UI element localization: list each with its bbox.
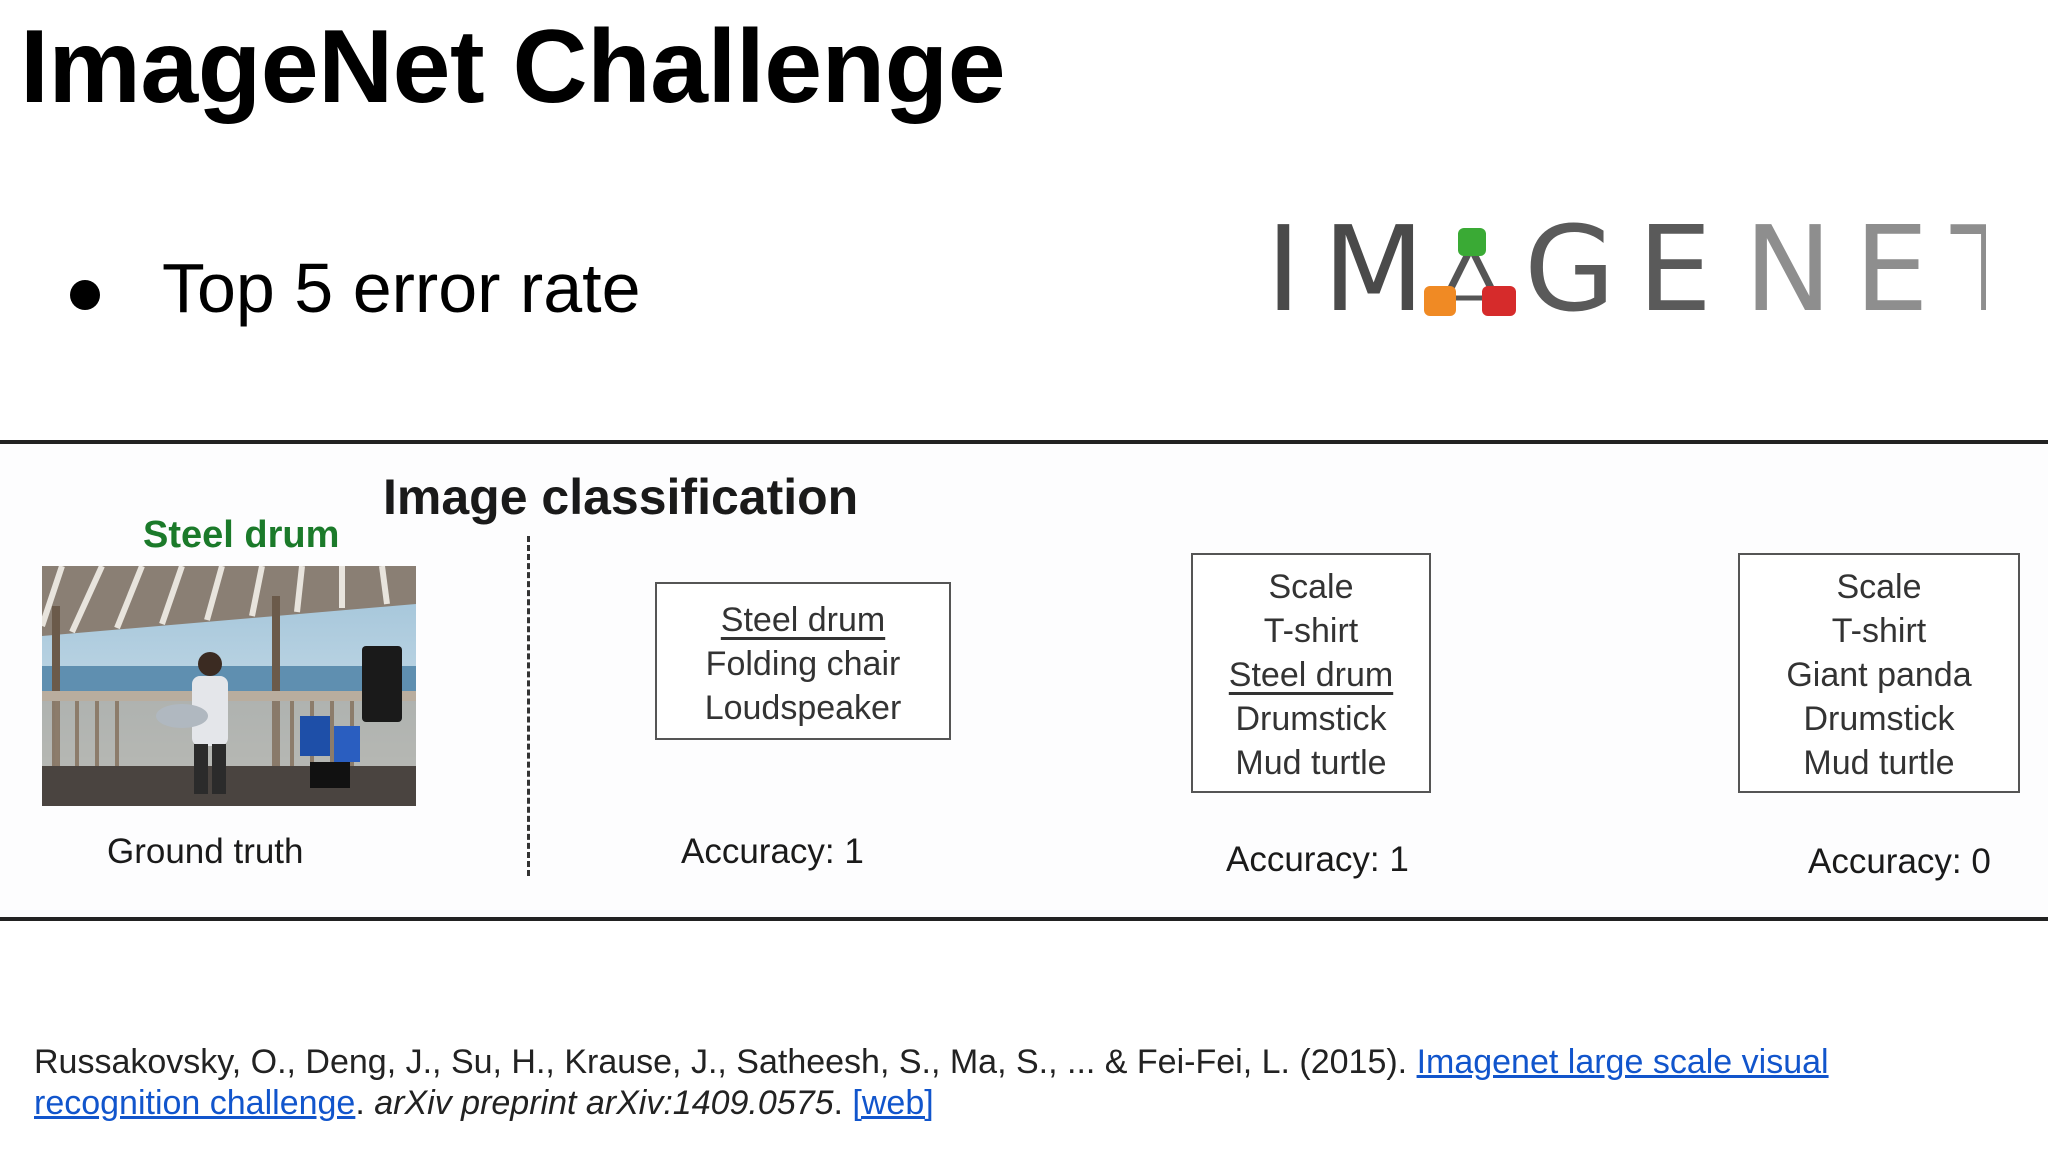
paper-title-link[interactable]: Imagenet large scale visual recognition … [34, 1043, 1829, 1122]
prediction-item: Mud turtle [1803, 744, 1955, 782]
accuracy-label-2: Accuracy: 1 [1226, 840, 1409, 879]
citation-authors: Russakovsky, O., Deng, J., Su, H., Kraus… [34, 1043, 1417, 1081]
prediction-item: Steel drum [720, 601, 886, 639]
citation-venue: arXiv preprint arXiv:1409.0575 [374, 1084, 834, 1122]
slide-title: ImageNet Challenge [20, 9, 1006, 125]
prediction-item: Drumstick [1803, 700, 1955, 738]
prediction-item: T-shirt [1831, 612, 1927, 650]
citation: Russakovsky, O., Deng, J., Su, H., Kraus… [34, 1042, 1994, 1124]
logo-text-im: IM [1266, 220, 1447, 320]
ground-truth-caption: Ground truth [107, 832, 304, 871]
prediction-box-1: Steel drum Folding chair Loudspeaker [655, 582, 951, 740]
web-link[interactable]: [web] [852, 1084, 934, 1122]
prediction-box-3: Scale T-shirt Giant panda Drumstick Mud … [1738, 553, 2020, 793]
bullet-item: Top 5 error rate [162, 249, 641, 327]
imagenet-logo: IM GE NET [1266, 220, 1986, 320]
citation-separator: . [355, 1084, 375, 1122]
accuracy-label-3: Accuracy: 0 [1808, 842, 1991, 881]
image-classification-figure: Image classification Steel drum [0, 440, 2048, 921]
prediction-item: Scale [1268, 568, 1354, 606]
dashed-divider [527, 536, 530, 876]
prediction-box-2: Scale T-shirt Steel drum Drumstick Mud t… [1191, 553, 1431, 793]
citation-separator-2: . [833, 1084, 853, 1122]
prediction-item: Scale [1836, 568, 1922, 606]
logo-a-mark [1424, 228, 1516, 316]
figure-title: Image classification [383, 469, 859, 525]
ground-truth-photo [42, 566, 416, 806]
prediction-item: Folding chair [705, 645, 901, 683]
accuracy-label-1: Accuracy: 1 [681, 832, 864, 871]
prediction-item: Loudspeaker [704, 689, 902, 727]
logo-text-net: NET [1744, 220, 1986, 320]
bullet-dot [70, 280, 100, 310]
prediction-item: Mud turtle [1235, 744, 1387, 782]
prediction-item: Drumstick [1235, 700, 1387, 738]
prediction-item: Giant panda [1786, 656, 1972, 694]
prediction-item: T-shirt [1263, 612, 1359, 650]
prediction-item: Steel drum [1228, 656, 1394, 694]
ground-truth-class-label: Steel drum [143, 514, 340, 556]
logo-text-ge: GE [1524, 220, 1734, 320]
